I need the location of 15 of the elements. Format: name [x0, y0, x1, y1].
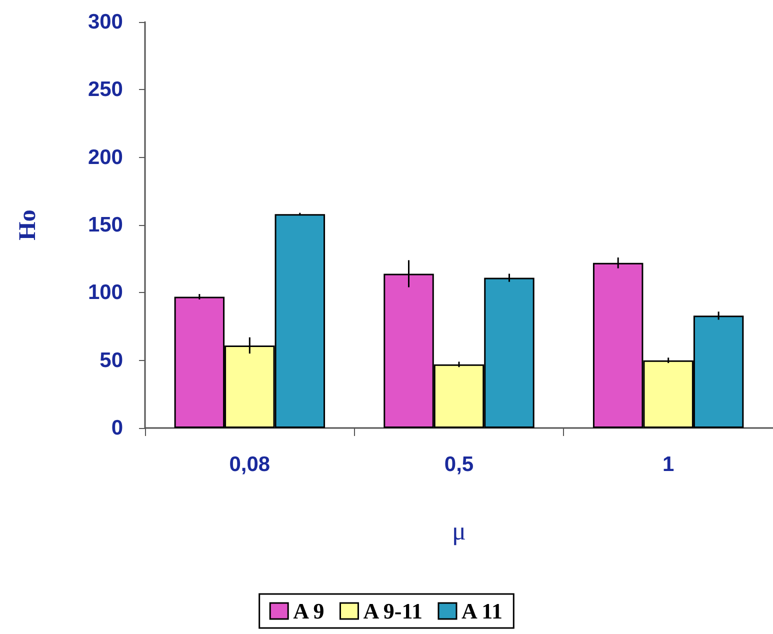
x-tick-label: 0,08 — [229, 453, 270, 476]
y-tick-label: 200 — [88, 146, 123, 169]
x-axis-title: μ — [452, 516, 466, 546]
y-axis-title: Ho — [15, 210, 41, 240]
y-tick-label: 0 — [111, 416, 123, 440]
legend-label: A 9-11 — [363, 598, 423, 624]
legend-label: A 11 — [461, 598, 502, 624]
y-tick-label: 300 — [88, 10, 123, 34]
legend-label: A 9 — [293, 598, 324, 624]
y-tick-label: 50 — [100, 348, 123, 372]
y-tick-label: 150 — [88, 214, 123, 236]
x-tick-label: 0,5 — [444, 453, 474, 476]
y-tick-label: 250 — [88, 78, 123, 102]
x-tick-label: 1 — [662, 453, 674, 476]
y-tick-label: 100 — [88, 281, 123, 304]
